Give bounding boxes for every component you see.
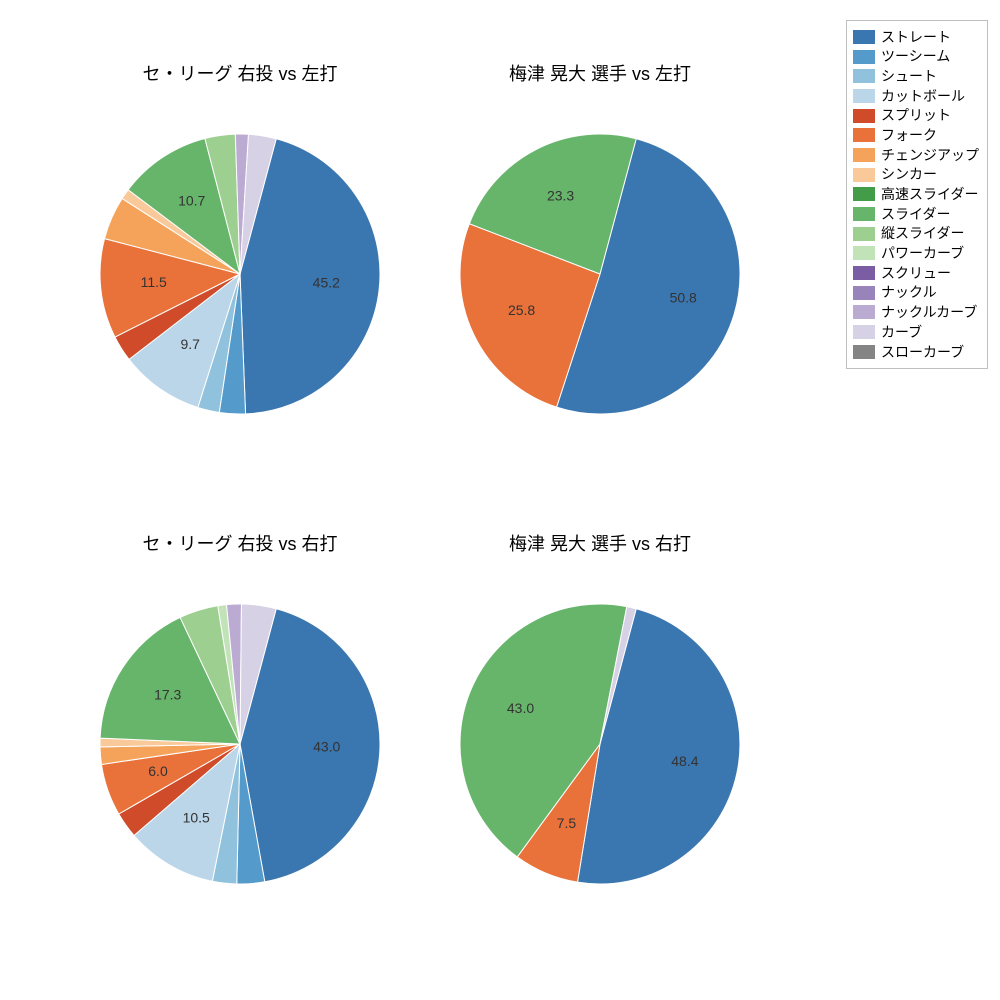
legend-swatch — [853, 128, 875, 142]
legend-swatch — [853, 305, 875, 319]
chart-panel: セ・リーグ 右投 vs 左打 45.2 9.7 11.5 10.7 — [60, 60, 420, 470]
legend-swatch — [853, 69, 875, 83]
legend-item: スプリット — [853, 106, 979, 126]
slice-label: 10.5 — [183, 810, 210, 826]
legend-label: シュート — [881, 69, 937, 84]
legend-item: 縦スライダー — [853, 224, 979, 244]
legend-swatch — [853, 227, 875, 241]
slice-label: 17.3 — [154, 687, 181, 703]
legend-swatch — [853, 109, 875, 123]
legend-label: カーブ — [881, 325, 922, 340]
panel-title: セ・リーグ 右投 vs 左打 — [60, 60, 420, 86]
legend-item: パワーカーブ — [853, 244, 979, 264]
legend: ストレートツーシームシュートカットボールスプリットフォークチェンジアップシンカー… — [846, 20, 988, 369]
legend-label: ナックルカーブ — [881, 305, 977, 320]
pie-chart: 45.2 9.7 11.5 10.7 — [60, 94, 420, 444]
legend-swatch — [853, 325, 875, 339]
legend-label: ナックル — [881, 285, 937, 300]
slice-label: 48.4 — [671, 753, 698, 769]
legend-swatch — [853, 187, 875, 201]
legend-label: フォーク — [881, 128, 937, 143]
legend-swatch — [853, 148, 875, 162]
legend-item: シンカー — [853, 165, 979, 185]
legend-label: ツーシーム — [881, 49, 950, 64]
pie-chart: 50.8 25.8 23.3 — [420, 94, 780, 444]
legend-swatch — [853, 345, 875, 359]
legend-label: シンカー — [881, 167, 937, 182]
legend-label: パワーカーブ — [881, 246, 964, 261]
legend-swatch — [853, 266, 875, 280]
panel-title: 梅津 晃大 選手 vs 左打 — [420, 60, 780, 86]
chart-panel: セ・リーグ 右投 vs 右打 43.0 10.5 6.0 17.3 — [60, 530, 420, 940]
legend-item: 高速スライダー — [853, 185, 979, 205]
slice-label: 6.0 — [148, 763, 168, 779]
slice-label: 43.0 — [507, 700, 534, 716]
panel-title: セ・リーグ 右投 vs 右打 — [60, 530, 420, 556]
legend-item: チェンジアップ — [853, 145, 979, 165]
legend-label: 高速スライダー — [881, 187, 978, 202]
slice-label: 25.8 — [508, 302, 535, 318]
legend-item: ツーシーム — [853, 47, 979, 67]
legend-label: スライダー — [881, 207, 950, 222]
slice-label: 50.8 — [670, 289, 697, 305]
legend-label: スプリット — [881, 108, 951, 123]
legend-label: チェンジアップ — [881, 148, 979, 163]
legend-label: 縦スライダー — [881, 226, 964, 241]
legend-label: カットボール — [881, 89, 965, 104]
slice-label: 11.5 — [141, 274, 167, 290]
legend-item: スライダー — [853, 204, 979, 224]
slice-label: 23.3 — [547, 187, 574, 203]
pie-chart: 48.4 7.5 43.0 — [420, 564, 780, 914]
chart-panel: 梅津 晃大 選手 vs 右打 48.4 7.5 43.0 — [420, 530, 780, 940]
legend-swatch — [853, 286, 875, 300]
legend-item: カットボール — [853, 86, 979, 106]
legend-label: スローカーブ — [881, 345, 964, 360]
chart-grid: セ・リーグ 右投 vs 左打45.29.711.510.7梅津 晃大 選手 vs… — [20, 60, 770, 960]
legend-item: スローカーブ — [853, 342, 979, 362]
chart-panel: 梅津 晃大 選手 vs 左打 50.8 25.8 23.3 — [420, 60, 780, 470]
legend-label: スクリュー — [881, 266, 951, 281]
slice-label: 45.2 — [313, 274, 340, 290]
legend-item: スクリュー — [853, 263, 979, 283]
legend-item: ナックル — [853, 283, 979, 303]
slice-label: 43.0 — [313, 738, 340, 754]
legend-item: シュート — [853, 66, 979, 86]
legend-swatch — [853, 30, 875, 44]
panel-title: 梅津 晃大 選手 vs 右打 — [420, 530, 780, 556]
pie-chart: 43.0 10.5 6.0 17.3 — [60, 564, 420, 914]
legend-label: ストレート — [881, 30, 951, 45]
legend-swatch — [853, 50, 875, 64]
legend-swatch — [853, 89, 875, 103]
slice-label: 7.5 — [557, 815, 577, 831]
legend-swatch — [853, 207, 875, 221]
slice-label: 10.7 — [178, 193, 205, 209]
slice-label: 9.7 — [180, 336, 200, 352]
legend-swatch — [853, 246, 875, 260]
legend-swatch — [853, 168, 875, 182]
legend-item: ナックルカーブ — [853, 303, 979, 323]
legend-item: フォーク — [853, 125, 979, 145]
legend-item: ストレート — [853, 27, 979, 47]
legend-item: カーブ — [853, 322, 979, 342]
